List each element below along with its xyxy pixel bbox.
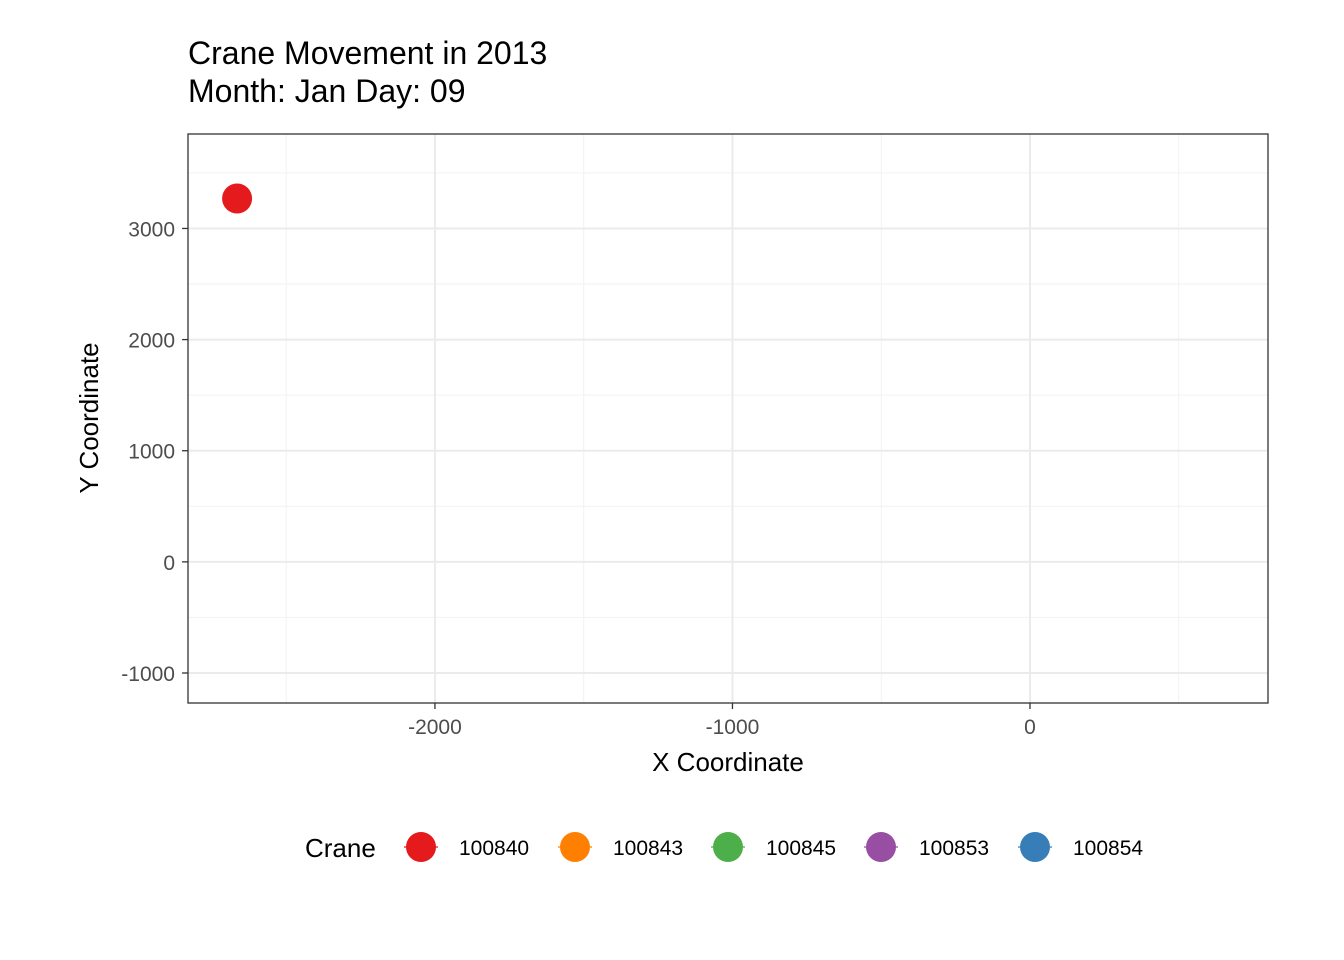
legend-items: 100840 100843 100845 100853 100854	[404, 832, 1143, 862]
y-tick-label: 1000	[128, 441, 175, 464]
y-tick-label: 2000	[128, 330, 175, 353]
legend-title: Crane	[305, 833, 376, 863]
grid-lines	[188, 134, 1268, 703]
y-tick-label: 3000	[128, 218, 175, 241]
y-axis-title: Y Coordinate	[74, 342, 104, 493]
y-axis-ticks: -1000 0 1000 2000 3000	[121, 218, 188, 686]
x-tick-label: -2000	[408, 716, 462, 739]
x-axis-title: X Coordinate	[652, 747, 804, 777]
plot-panel-border	[187, 133, 1269, 704]
x-tick-label: 0	[1024, 716, 1036, 739]
legend-key-100845	[713, 832, 743, 862]
legend-label-100843: 100843	[613, 837, 683, 860]
data-points	[222, 183, 253, 214]
legend: Crane 100840 100843 100845 100853 100854	[305, 832, 1143, 863]
legend-label-100840: 100840	[459, 837, 529, 860]
legend-key-100843	[560, 832, 590, 862]
legend-label-100845: 100845	[766, 837, 836, 860]
y-tick-label: -1000	[121, 663, 175, 686]
x-tick-label: -1000	[706, 716, 760, 739]
chart-subtitle: Month: Jan Day: 09	[188, 73, 465, 109]
legend-label-100853: 100853	[919, 837, 989, 860]
legend-key-100854	[1020, 832, 1050, 862]
chart-title: Crane Movement in 2013	[188, 35, 547, 71]
legend-label-100854: 100854	[1073, 837, 1143, 860]
legend-key-100853	[866, 832, 896, 862]
legend-key-100840	[406, 832, 436, 862]
y-tick-label: 0	[163, 552, 175, 575]
crane-point-100840	[222, 183, 253, 214]
x-axis-ticks: -2000 -1000 0	[408, 703, 1036, 739]
